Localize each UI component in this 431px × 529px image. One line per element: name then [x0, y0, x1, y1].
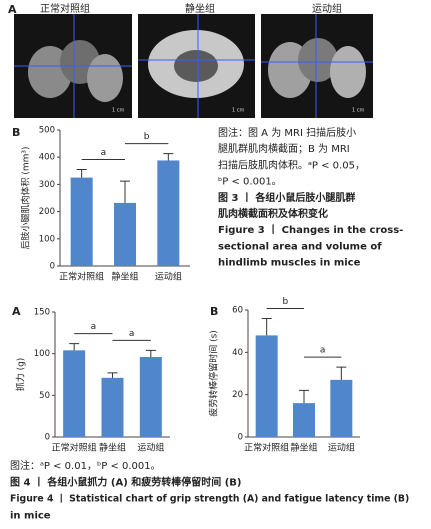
caption-line: 图 4 丨 各组小鼠抓力 (A) 和疲劳转棒停留时间 (B) [10, 476, 242, 489]
mri-tissue [87, 54, 123, 102]
x-tick-label: 正常对照组 [52, 442, 97, 454]
y-axis-label: 疲劳转棒停留时间 (s) [208, 330, 220, 417]
x-tick-label: 运动组 [155, 271, 182, 283]
scale-bar-label: 1 cm [352, 108, 365, 114]
caption-line: 腿肌群肌肉横截面；B 为 MRI [218, 142, 350, 155]
y-tick-label: 200 [39, 207, 55, 217]
y-axis-label: 抓力 (g) [15, 358, 27, 392]
bar [157, 160, 180, 266]
y-tick-label: 60 [232, 306, 243, 316]
x-tick-label: 静坐组 [290, 442, 317, 454]
caption-line: 图注：图 A 为 MRI 扫描后肢小 [218, 126, 356, 139]
y-tick-label: 100 [39, 234, 55, 244]
y-tick-label: 0 [238, 433, 243, 443]
caption-line: 肌肉横截面积及体积变化 [218, 207, 328, 220]
x-tick-label: 运动组 [328, 442, 355, 454]
y-tick-label: 150 [34, 308, 50, 318]
bar [114, 202, 136, 266]
scale-bar-label: 1 cm [232, 108, 245, 114]
y-tick-label: 500 [39, 126, 55, 136]
caption-line: hindlimb muscles in mice [218, 258, 361, 269]
y-tick-label: 300 [39, 180, 55, 190]
y-tick-label: 20 [232, 390, 243, 400]
caption-line: 图注：ᵃP < 0.01，ᵇP < 0.001。 [10, 459, 161, 472]
y-tick-label: 100 [34, 349, 50, 359]
bar [139, 357, 162, 437]
error-bar [107, 372, 118, 378]
caption-line: 扫描后肢肌肉体积。ᵃP < 0.05， [218, 158, 365, 171]
mri-tissue [330, 46, 366, 98]
bar [330, 379, 353, 437]
bar [255, 335, 278, 437]
caption-line: in mice [10, 511, 51, 522]
panel-label: B [12, 126, 20, 139]
significance-label: a [101, 148, 107, 158]
bar [101, 377, 124, 437]
error-bar [299, 389, 309, 404]
y-tick-label: 40 [232, 348, 243, 358]
significance-label: a [91, 322, 97, 332]
error-bar [120, 180, 130, 203]
error-bar [69, 343, 80, 351]
mri-images: 1 cm 1 cm 1 cm [14, 14, 373, 118]
panel-label: A [8, 3, 17, 16]
y-tick-label: 0 [45, 433, 50, 443]
mri-tissue [174, 50, 218, 82]
bar [70, 177, 93, 266]
significance-label: b [282, 297, 288, 307]
error-bar [163, 153, 174, 161]
significance-label: b [144, 132, 150, 142]
panel-label: A [12, 305, 21, 318]
x-tick-label: 静坐组 [99, 442, 126, 454]
x-tick-label: 静坐组 [111, 271, 138, 283]
caption-line: Figure 4 丨 Statistical chart of grip str… [10, 494, 409, 505]
mri-tissue [298, 38, 338, 82]
image-label: 静坐组 [185, 2, 215, 15]
caption-line: Figure 3 丨 Changes in the cross- [218, 224, 403, 236]
y-tick-label: 50 [39, 391, 50, 401]
x-tick-label: 正常对照组 [244, 442, 289, 454]
error-bar [76, 168, 87, 178]
x-tick-label: 正常对照组 [59, 271, 104, 283]
x-tick-label: 运动组 [137, 442, 164, 454]
y-axis-label: 后肢小腿肌肉体积 (mm³) [20, 146, 32, 249]
caption-line: sectional area and volume of [218, 241, 382, 252]
significance-label: a [320, 346, 326, 356]
caption-line: 图 3 丨 各组小鼠后肢小腿肌群 [218, 191, 355, 204]
significance-label: a [129, 329, 135, 339]
caption-line: ᵇP < 0.001。 [218, 177, 282, 188]
image-label: 运动组 [312, 2, 342, 15]
scale-bar-label: 1 cm [112, 108, 125, 114]
error-bar [145, 349, 156, 357]
bar [293, 403, 315, 437]
bar [63, 350, 86, 437]
y-tick-label: 400 [39, 153, 55, 163]
image-label: 正常对照组 [40, 2, 90, 15]
error-bar [336, 366, 347, 380]
y-tick-label: 0 [50, 262, 55, 272]
panel-label: B [210, 305, 218, 318]
error-bar [261, 317, 272, 336]
